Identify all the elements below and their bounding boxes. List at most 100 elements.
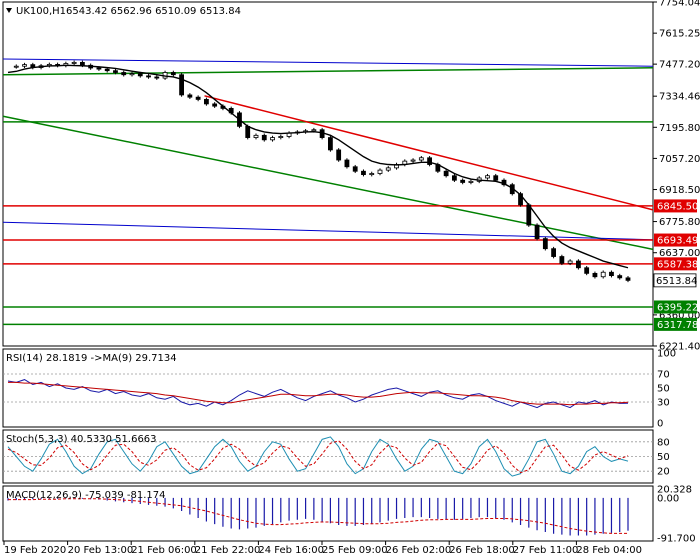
candle-body	[96, 67, 102, 70]
candle-body	[534, 224, 540, 239]
price-tick-label: 7754.04	[659, 0, 700, 9]
candle-body	[418, 157, 424, 161]
candle-body	[13, 65, 19, 68]
candle-body	[617, 275, 623, 279]
price-tick-label: 6221.40	[659, 342, 700, 353]
ohlc-values: 6543.42 6562.96 6510.09 6513.84	[66, 6, 241, 17]
level-label: 6693.49	[657, 236, 698, 247]
current-price-box	[653, 273, 697, 288]
candle-body	[212, 103, 218, 107]
time-tick-label: 24 Feb 16:00	[258, 545, 324, 556]
candle-body	[576, 260, 581, 269]
time-tick-label: 26 Feb 18:00	[449, 545, 515, 556]
rsi-panel[interactable]: 100 70 50 30 0 RSI(14) 28.1819 ->MA(9) 29.71…	[2, 348, 676, 430]
candle-body	[270, 137, 275, 141]
candle-body	[170, 72, 176, 76]
time-tick-label: 25 Feb 09:00	[322, 545, 388, 556]
price-tick-label: 7195.80	[659, 123, 700, 134]
macd-label: MACD(12,26,9) -75.039 -81.174	[6, 490, 166, 501]
level-label: 6317.78	[657, 320, 698, 331]
macd-signal-line	[8, 498, 629, 534]
price-tick-label: 7334.46	[659, 92, 700, 103]
candle-body	[584, 267, 590, 274]
candle-body	[261, 134, 267, 141]
price-panel[interactable]: 7754.04 7615.25 7477.20 7334.46 7195.80 7057.…	[2, 0, 700, 353]
level-label: 6395.22	[657, 302, 698, 313]
time-tick-label: 27 Feb 11:00	[513, 545, 579, 556]
rsi-tick-label: 30	[657, 398, 670, 409]
candle-body	[559, 256, 565, 264]
candle-body	[427, 157, 433, 165]
rsi-label: RSI(14) 28.1819 ->MA(9) 29.7134	[6, 353, 177, 364]
candle-body	[187, 94, 193, 98]
trendline	[2, 67, 654, 76]
candle-body	[385, 167, 391, 171]
candle-body	[518, 193, 523, 206]
macd-tick-label: -91.700	[657, 534, 696, 545]
price-tick-label: 6775.80	[659, 217, 700, 228]
level-label-box	[654, 257, 697, 271]
candle-body	[542, 238, 548, 250]
candle-body	[377, 169, 383, 174]
candle-body	[137, 73, 143, 77]
candle-body	[146, 75, 151, 78]
trendline	[2, 221, 654, 241]
time-tick-label: 28 Feb 04:00	[576, 545, 642, 556]
symbol-label: UK100,H1	[16, 6, 66, 17]
candle-body	[80, 61, 85, 66]
time-tick-label: 19 Feb 2020	[4, 545, 66, 556]
level-label-box	[654, 300, 697, 314]
macd-panel-frame	[2, 485, 654, 542]
candle-body	[410, 159, 416, 162]
time-tick-label: 21 Feb 22:00	[195, 545, 261, 556]
rsi-ma-line	[8, 381, 629, 406]
rsi-tick-label: 100	[657, 349, 676, 360]
price-tick-label: 6637.00	[659, 248, 700, 259]
candle-body	[361, 170, 366, 176]
candle-body	[245, 125, 251, 138]
stochastic-tick-label: 50	[657, 452, 670, 463]
candle-body	[592, 272, 598, 278]
candle-body	[451, 175, 457, 181]
price-panel-frame	[2, 1, 654, 347]
macd-tick-label: 20.328	[657, 485, 692, 496]
time-tick-label: 26 Feb 02:00	[386, 545, 452, 556]
stochastic-label: Stoch(5,3,3) 40.5330 51.6663	[6, 434, 157, 445]
candle-body	[443, 170, 449, 177]
macd-histogram	[7, 497, 629, 536]
level-label: 6587.38	[657, 259, 698, 270]
candle-body	[311, 129, 317, 132]
current-price-label: 6513.84	[653, 273, 697, 288]
stochastic-axis: 80 50 20	[657, 437, 670, 477]
candle-body	[600, 271, 606, 278]
candle-body	[327, 137, 333, 151]
candle-body	[253, 134, 259, 138]
rsi-grid	[3, 373, 653, 403]
candle-body	[460, 179, 466, 183]
trendline	[2, 58, 654, 67]
candle-body	[154, 76, 160, 79]
candle-body	[336, 149, 342, 161]
candle-body	[551, 248, 556, 257]
chevron-down-icon[interactable]	[6, 8, 12, 13]
chart-header: UK100,H1 6543.42 6562.96 6510.09 6513.84	[6, 6, 241, 17]
stochastic-tick-label: 80	[657, 437, 670, 448]
candle-body	[567, 260, 573, 264]
rsi-tick-label: 50	[657, 384, 670, 395]
candle-body	[369, 173, 375, 176]
candle-body	[493, 175, 499, 181]
price-tick-label: 7477.20	[659, 60, 700, 71]
level-label: 6845.50	[657, 201, 698, 212]
trendline	[204, 95, 654, 211]
candle-body	[22, 64, 27, 67]
stochastic-panel[interactable]: 80 50 20 Stoch(5,3,3) 40.5330 51.6663	[2, 429, 670, 484]
level-label-box	[654, 199, 697, 213]
stochastic-main-line	[7, 436, 629, 477]
price-tick-label: 6360.00	[659, 310, 700, 321]
moving-average-line	[7, 64, 629, 269]
candle-body	[609, 271, 614, 277]
